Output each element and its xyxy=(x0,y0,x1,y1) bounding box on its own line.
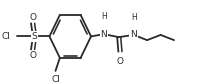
Text: O: O xyxy=(116,57,123,66)
Text: O: O xyxy=(30,13,37,22)
Text: S: S xyxy=(32,32,37,41)
Text: O: O xyxy=(30,51,37,60)
Text: Cl: Cl xyxy=(51,75,60,84)
Text: H: H xyxy=(101,12,107,21)
Text: N: N xyxy=(101,30,107,39)
Text: N: N xyxy=(130,30,137,39)
Text: Cl: Cl xyxy=(2,32,11,41)
Text: H: H xyxy=(131,13,137,22)
